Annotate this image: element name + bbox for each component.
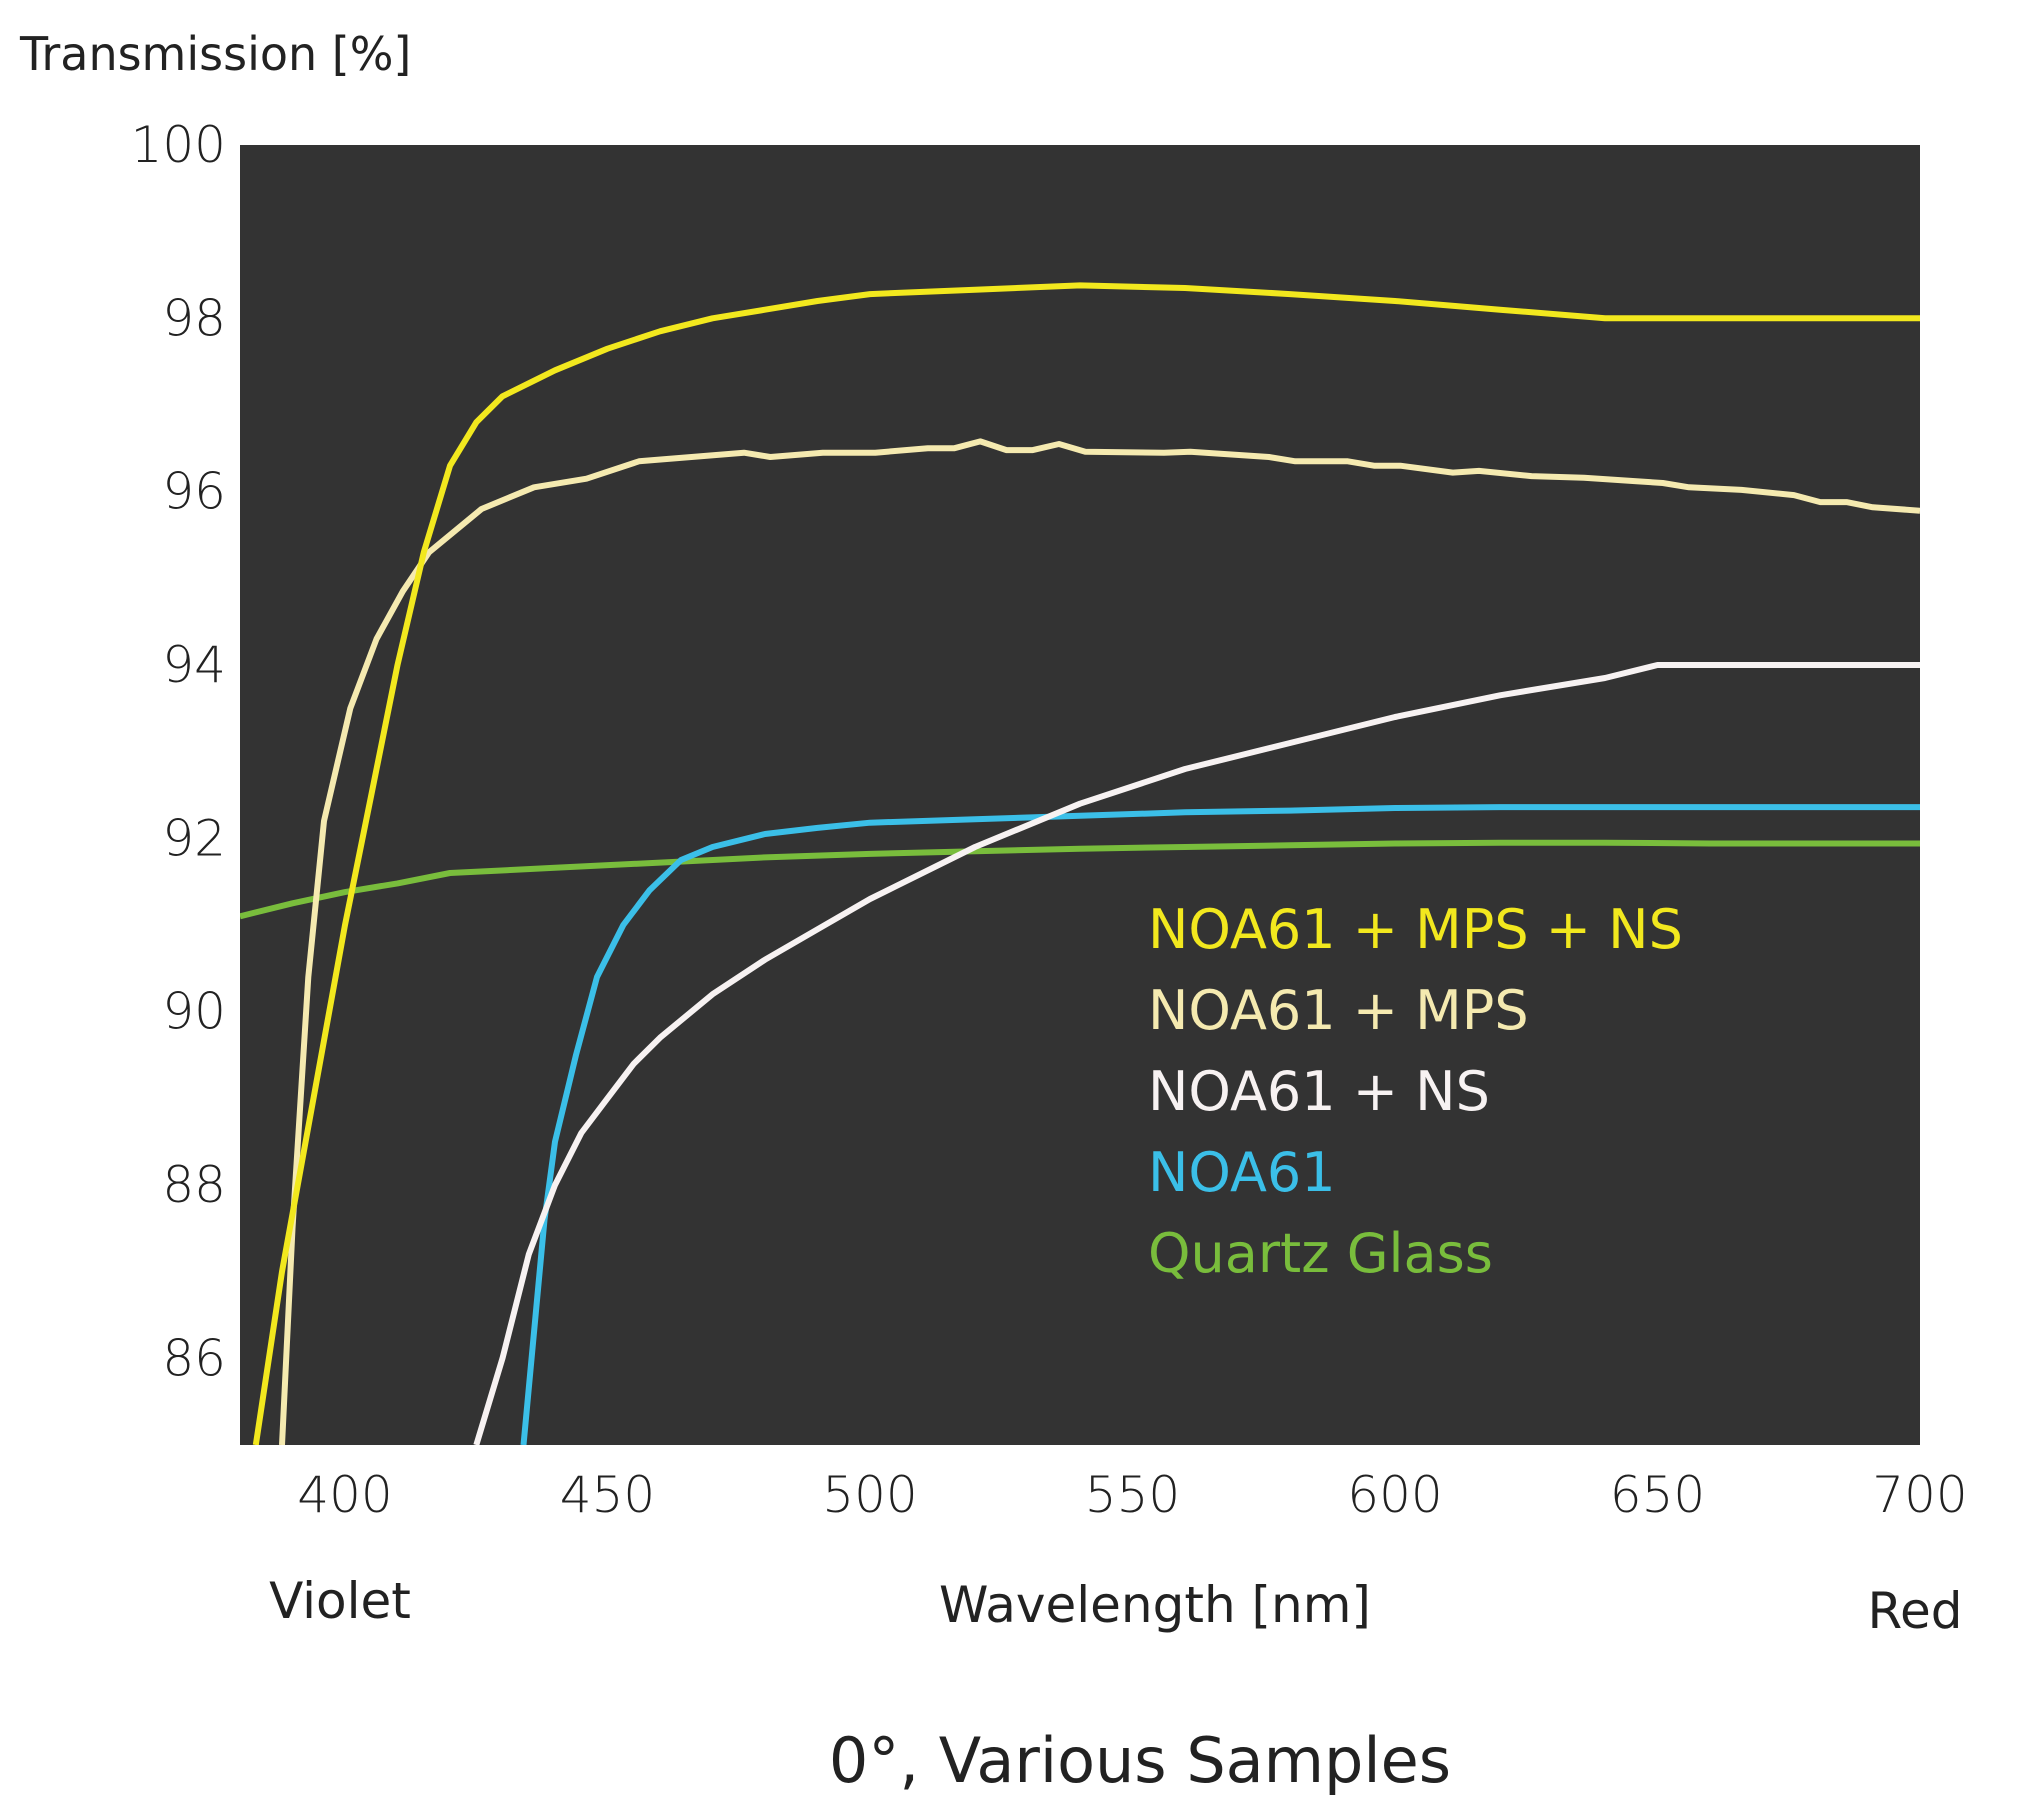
legend-entry: NOA61 + NS bbox=[1148, 1060, 1490, 1123]
y-tick-label: 92 bbox=[162, 809, 226, 867]
x-axis-label: Wavelength [nm] bbox=[939, 1576, 1371, 1634]
series-layer bbox=[240, 282, 1920, 1445]
y-tick-label: 90 bbox=[162, 983, 226, 1041]
x-tick-label: 650 bbox=[1610, 1466, 1705, 1524]
x-tick-label: 500 bbox=[822, 1466, 917, 1524]
y-tick-label: 100 bbox=[131, 116, 226, 174]
series-line-noa61-mps-ns bbox=[252, 282, 1920, 1445]
y-tick-label: 94 bbox=[162, 636, 226, 694]
legend: NOA61 + MPS + NS NOA61 + MPS NOA61 + NS NOA… bbox=[1148, 898, 1683, 1285]
x-tick-labels: 400 450 500 550 600 650 700 bbox=[297, 1466, 1967, 1524]
y-tick-label: 86 bbox=[162, 1329, 226, 1387]
x-tick-label: 450 bbox=[560, 1466, 655, 1524]
x-tick-label: 700 bbox=[1872, 1466, 1967, 1524]
y-tick-label: 98 bbox=[162, 289, 226, 347]
x-tick-label: 550 bbox=[1085, 1466, 1180, 1524]
x-left-label: Violet bbox=[269, 1572, 411, 1630]
y-axis-label: Transmission [%] bbox=[19, 27, 411, 81]
series-line-noa61-ns bbox=[473, 662, 1920, 1445]
y-tick-label: 96 bbox=[162, 463, 226, 521]
x-tick-label: 600 bbox=[1347, 1466, 1442, 1524]
legend-entry: NOA61 + MPS + NS bbox=[1148, 898, 1683, 961]
legend-entry: Quartz Glass bbox=[1148, 1222, 1493, 1285]
x-right-label: Red bbox=[1868, 1582, 1963, 1640]
series-line-noa61-mps bbox=[279, 438, 1920, 1445]
series-line-noa61 bbox=[520, 804, 1920, 1445]
y-tick-labels: 86 88 90 92 94 96 98 100 bbox=[131, 116, 226, 1387]
plot-area bbox=[240, 145, 1920, 1445]
chart-title: 0°, Various Samples bbox=[829, 1724, 1451, 1797]
legend-entry: NOA61 bbox=[1148, 1141, 1336, 1204]
legend-entry: NOA61 + MPS bbox=[1148, 979, 1529, 1042]
y-tick-label: 88 bbox=[162, 1156, 226, 1214]
series-line-quartz-glass bbox=[240, 839, 1920, 920]
x-tick-label: 400 bbox=[297, 1466, 392, 1524]
